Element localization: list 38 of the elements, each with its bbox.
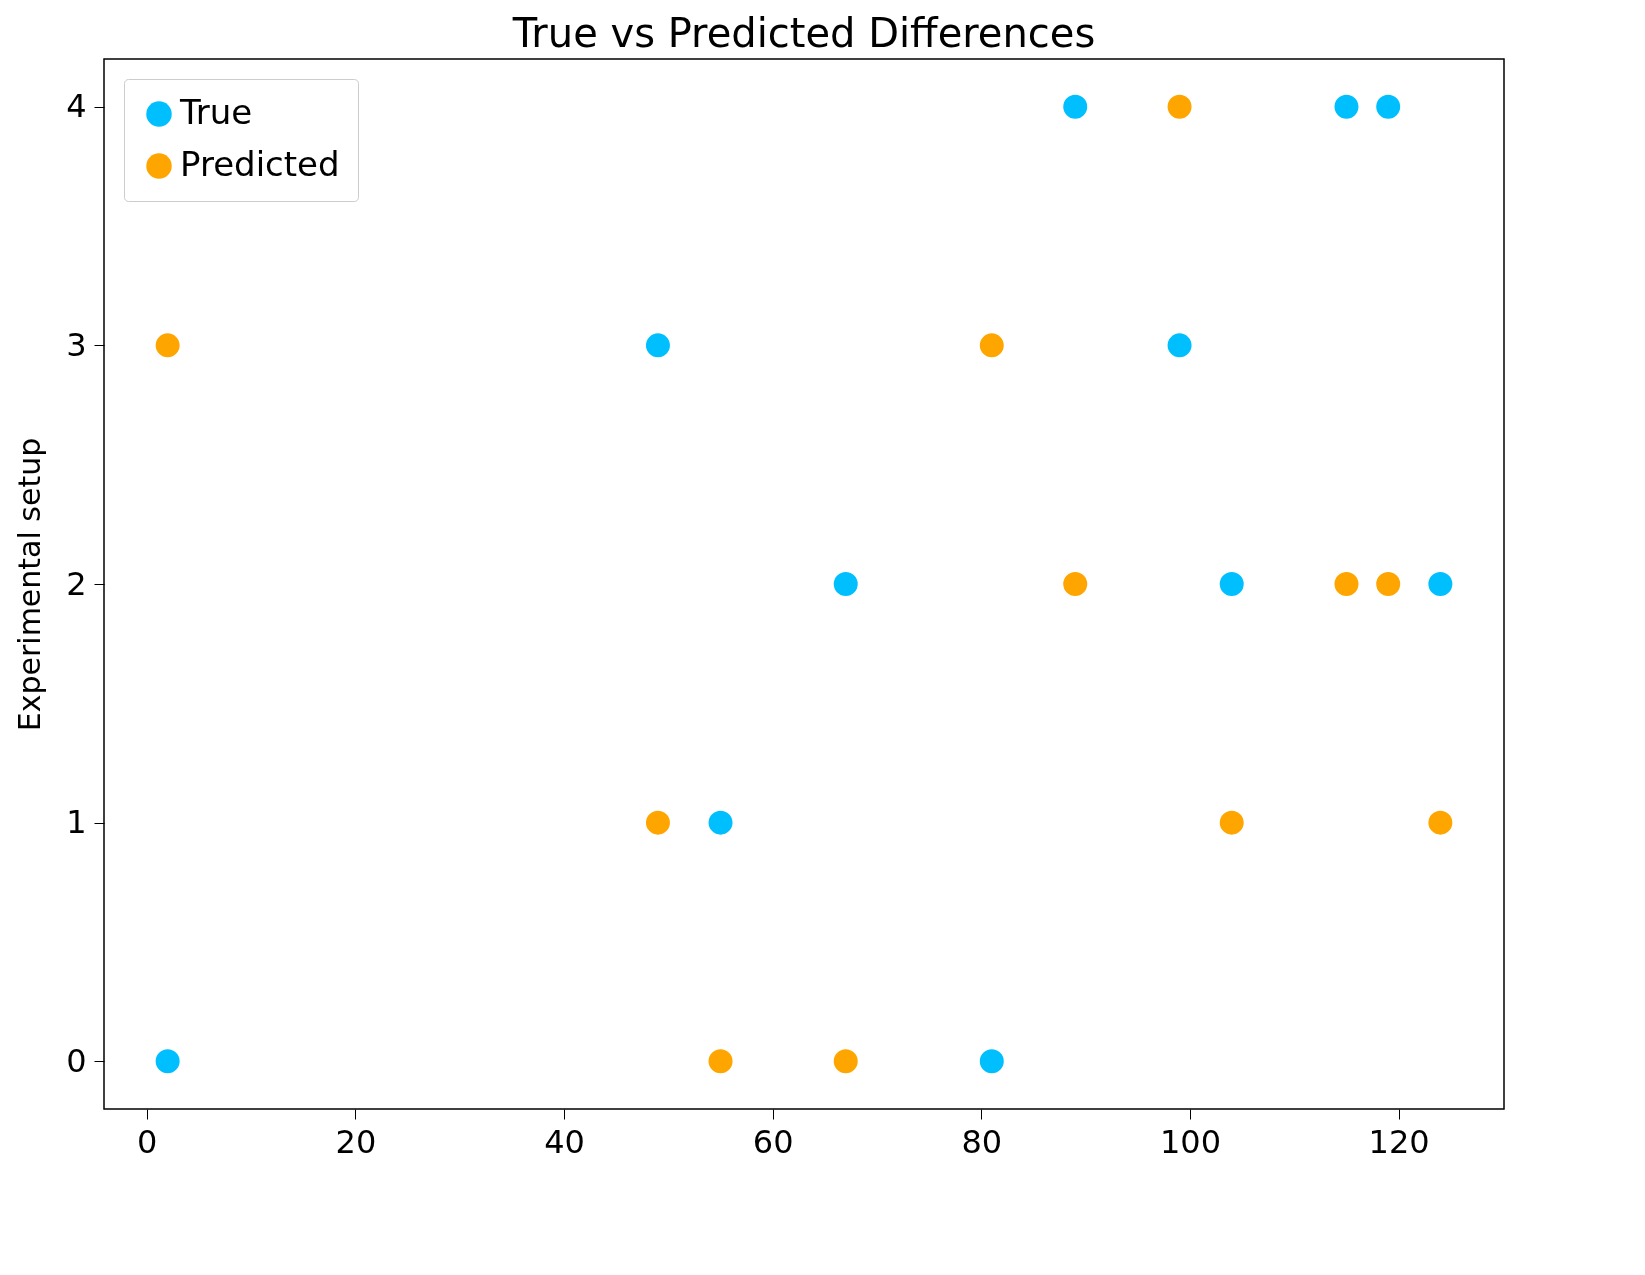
y-tick-label: 1 xyxy=(66,803,87,842)
point xyxy=(1374,570,1402,598)
point xyxy=(154,331,182,359)
y-tick-label: 3 xyxy=(66,325,87,364)
y-tick-label: 2 xyxy=(66,564,87,603)
point xyxy=(978,1047,1006,1075)
point xyxy=(1166,331,1194,359)
chart-title: True vs Predicted Differences xyxy=(511,10,1096,56)
x-tick-label: 20 xyxy=(335,1122,377,1161)
legend-label: True xyxy=(179,92,253,132)
y-axis-title: Experimental setup xyxy=(12,437,48,732)
point xyxy=(1332,570,1360,598)
point xyxy=(1218,570,1246,598)
point xyxy=(644,809,672,837)
point xyxy=(154,1047,182,1075)
x-tick-label: 40 xyxy=(544,1122,585,1161)
point xyxy=(1061,93,1089,121)
point xyxy=(832,570,860,598)
x-tick-label: 0 xyxy=(137,1122,158,1161)
y-tick-label: 0 xyxy=(66,1041,87,1080)
point xyxy=(1218,809,1246,837)
y-tick-label: 4 xyxy=(66,87,87,126)
point xyxy=(1332,93,1360,121)
x-tick-label: 120 xyxy=(1368,1122,1430,1161)
x-tick-label: 80 xyxy=(961,1122,1003,1161)
point xyxy=(707,1047,735,1075)
point xyxy=(1426,570,1454,598)
point xyxy=(1426,809,1454,837)
x-tick-label: 100 xyxy=(1159,1122,1222,1161)
x-tick-label: 60 xyxy=(752,1122,794,1161)
point xyxy=(978,331,1006,359)
point xyxy=(1374,93,1402,121)
point xyxy=(1166,93,1194,121)
point xyxy=(832,1047,860,1075)
point xyxy=(707,809,735,837)
legend-label: Predicted xyxy=(180,144,340,184)
point xyxy=(1061,570,1089,598)
point xyxy=(644,331,672,359)
